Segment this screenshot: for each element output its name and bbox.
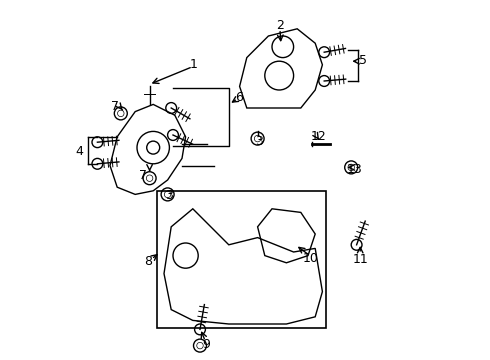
Text: 8: 8 [144, 255, 152, 268]
Text: 6: 6 [235, 91, 243, 104]
Text: 1: 1 [190, 58, 198, 71]
Text: 2: 2 [276, 19, 284, 32]
Text: 12: 12 [310, 130, 326, 143]
Text: 4: 4 [75, 145, 83, 158]
Text: 10: 10 [303, 252, 318, 265]
Text: 7: 7 [111, 100, 120, 113]
Bar [157, 191, 326, 328]
Text: 7: 7 [140, 169, 147, 182]
Text: 11: 11 [352, 253, 368, 266]
Text: 9: 9 [202, 338, 210, 351]
Text: 5: 5 [359, 54, 367, 67]
Text: 3: 3 [255, 135, 263, 148]
Text: 13: 13 [346, 163, 362, 176]
Text: 3: 3 [165, 189, 172, 202]
